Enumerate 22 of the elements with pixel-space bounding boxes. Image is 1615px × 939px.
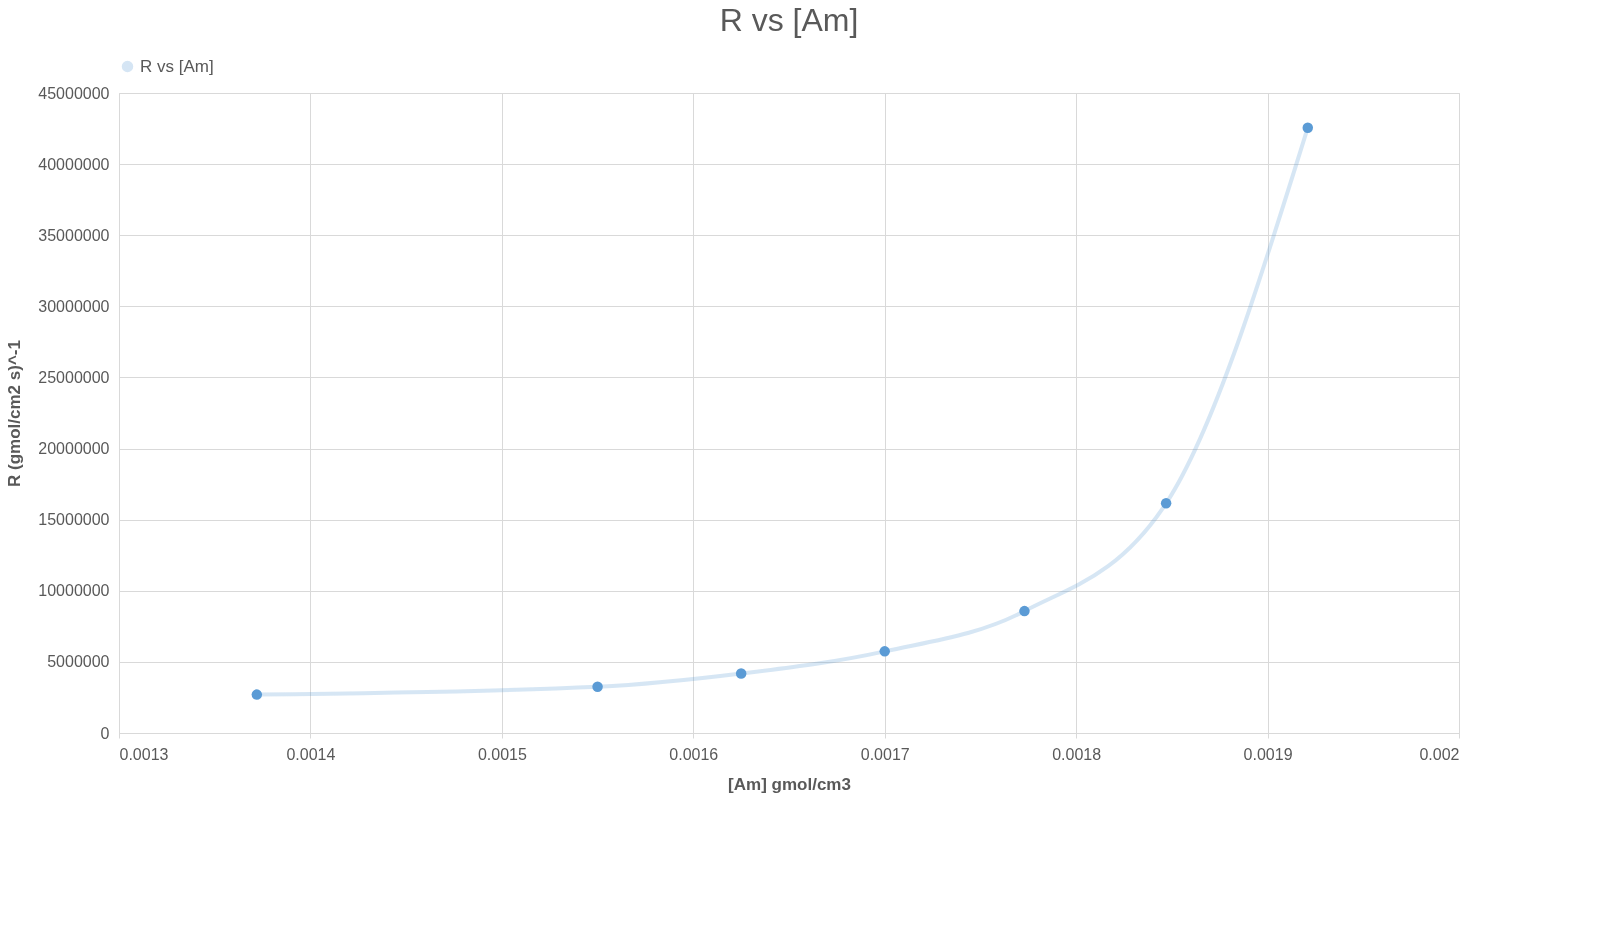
y-tick-label: 25000000 [38, 368, 110, 386]
y-tick-label: 0 [100, 724, 110, 742]
x-tick-label: 0.0015 [477, 745, 527, 763]
y-axis-title: R (gmol/cm2 s)^-1 [5, 340, 25, 487]
y-tick-label: 35000000 [38, 226, 110, 244]
x-axis-title: [Am] gmol/cm3 [728, 774, 851, 794]
x-tick-label: 0.0013 [119, 745, 169, 763]
y-tick-label: 10000000 [38, 582, 110, 600]
y-tick-label: 5000000 [47, 653, 110, 671]
y-tick-label: 45000000 [38, 84, 110, 102]
x-tick-label: 0.0018 [1052, 745, 1102, 763]
x-tick-label: 0.0014 [286, 745, 336, 763]
x-tick-label: 0.002 [1419, 745, 1460, 763]
y-tick-label: 20000000 [38, 440, 110, 458]
y-tick-label: 30000000 [38, 297, 110, 315]
chart-title: R vs [Am] [719, 2, 859, 38]
legend-label: R vs [Am] [140, 56, 214, 76]
x-tick-label: 0.0019 [1243, 745, 1293, 763]
y-tick-label: 40000000 [38, 155, 110, 173]
x-tick-label: 0.0016 [669, 745, 719, 763]
x-tick-label: 0.0017 [860, 745, 910, 763]
y-tick-label: 15000000 [38, 511, 110, 529]
